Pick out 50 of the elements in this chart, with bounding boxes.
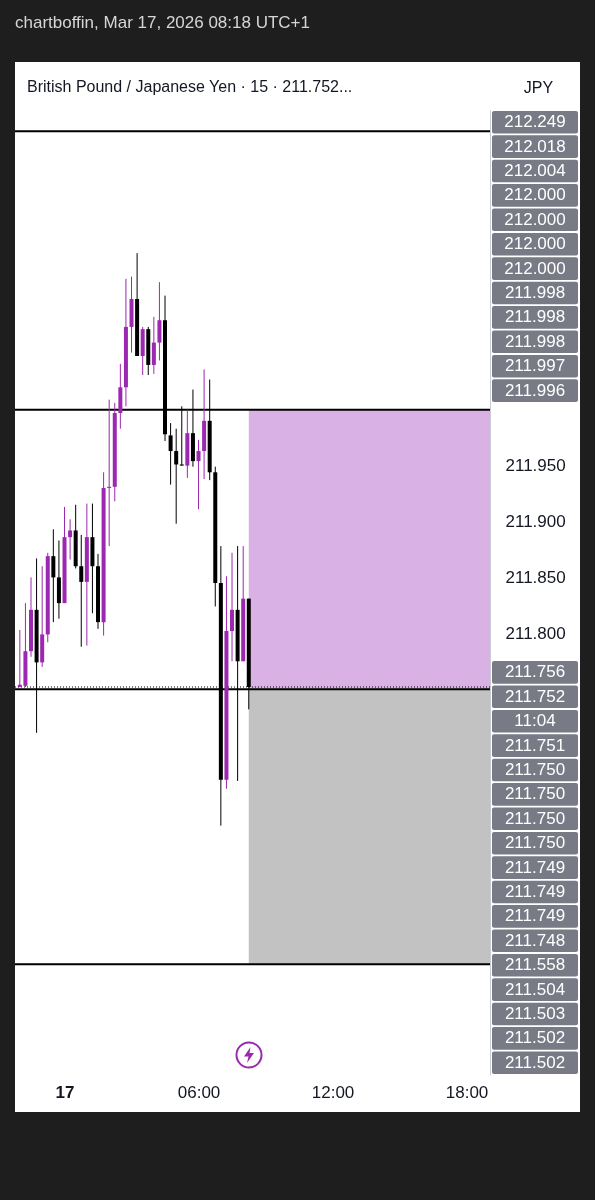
y-tick-label: 211.950 — [505, 456, 566, 476]
candlestick — [107, 399, 112, 547]
text: 211.996 — [504, 380, 566, 400]
x-tick-label: 06:00 — [177, 1082, 221, 1102]
candlestick — [151, 316, 156, 375]
text: 211.749 — [504, 906, 566, 926]
text: 211.998 — [504, 307, 566, 327]
chart-title: British Pound / Japanese Yen · 15 · 211.752... — [27, 78, 353, 95]
candlestick — [174, 428, 179, 525]
text: 211.749 — [504, 882, 566, 901]
text: 211.998 — [504, 283, 566, 302]
text: 212.018 — [504, 136, 566, 156]
text: 211.749 — [504, 857, 566, 877]
candlestick — [196, 439, 201, 510]
text: 211.504 — [504, 979, 566, 999]
text: 211.752 — [504, 686, 566, 706]
text: 212.000 — [504, 234, 566, 254]
text: 211.750 — [504, 808, 566, 828]
text: 211.502 — [504, 1028, 566, 1048]
text: 11:04 — [514, 711, 556, 731]
text: 211.756 — [504, 662, 566, 682]
candlestick — [168, 422, 173, 486]
candlestick — [79, 534, 84, 648]
y-tick-label: 211.800 — [505, 623, 566, 643]
text: 212.000 — [504, 185, 566, 205]
text: 211.997 — [504, 356, 566, 376]
text: 212.004 — [504, 161, 566, 180]
y-tick-label: 211.850 — [505, 567, 566, 587]
y-axis-title: JPY — [523, 78, 554, 96]
text: 212.249 — [504, 112, 566, 132]
x-tick-label: 12:00 — [311, 1082, 355, 1102]
text: 212.000 — [504, 258, 566, 278]
text: 211.748 — [504, 930, 566, 950]
text: 211.751 — [504, 735, 566, 755]
candlestick — [157, 281, 162, 361]
candlestick — [230, 552, 235, 662]
text: 211.503 — [504, 1004, 566, 1023]
text: 211.502 — [504, 1052, 566, 1072]
text: 211.558 — [504, 955, 566, 975]
x-tick-label: 17 — [55, 1082, 75, 1102]
text: 211.750 — [504, 784, 566, 804]
x-tick-label: 18:00 — [445, 1082, 489, 1102]
text: 211.998 — [504, 331, 566, 351]
text: 212.000 — [504, 209, 566, 229]
text: 211.750 — [504, 760, 566, 779]
candlestick — [68, 518, 73, 561]
y-tick-label: 211.900 — [505, 511, 566, 531]
text: 211.750 — [504, 833, 566, 853]
chart-subtitle: chartboffin, Mar 17, 2026 08:18 UTC+1 — [15, 12, 311, 34]
candlestick — [51, 528, 56, 623]
